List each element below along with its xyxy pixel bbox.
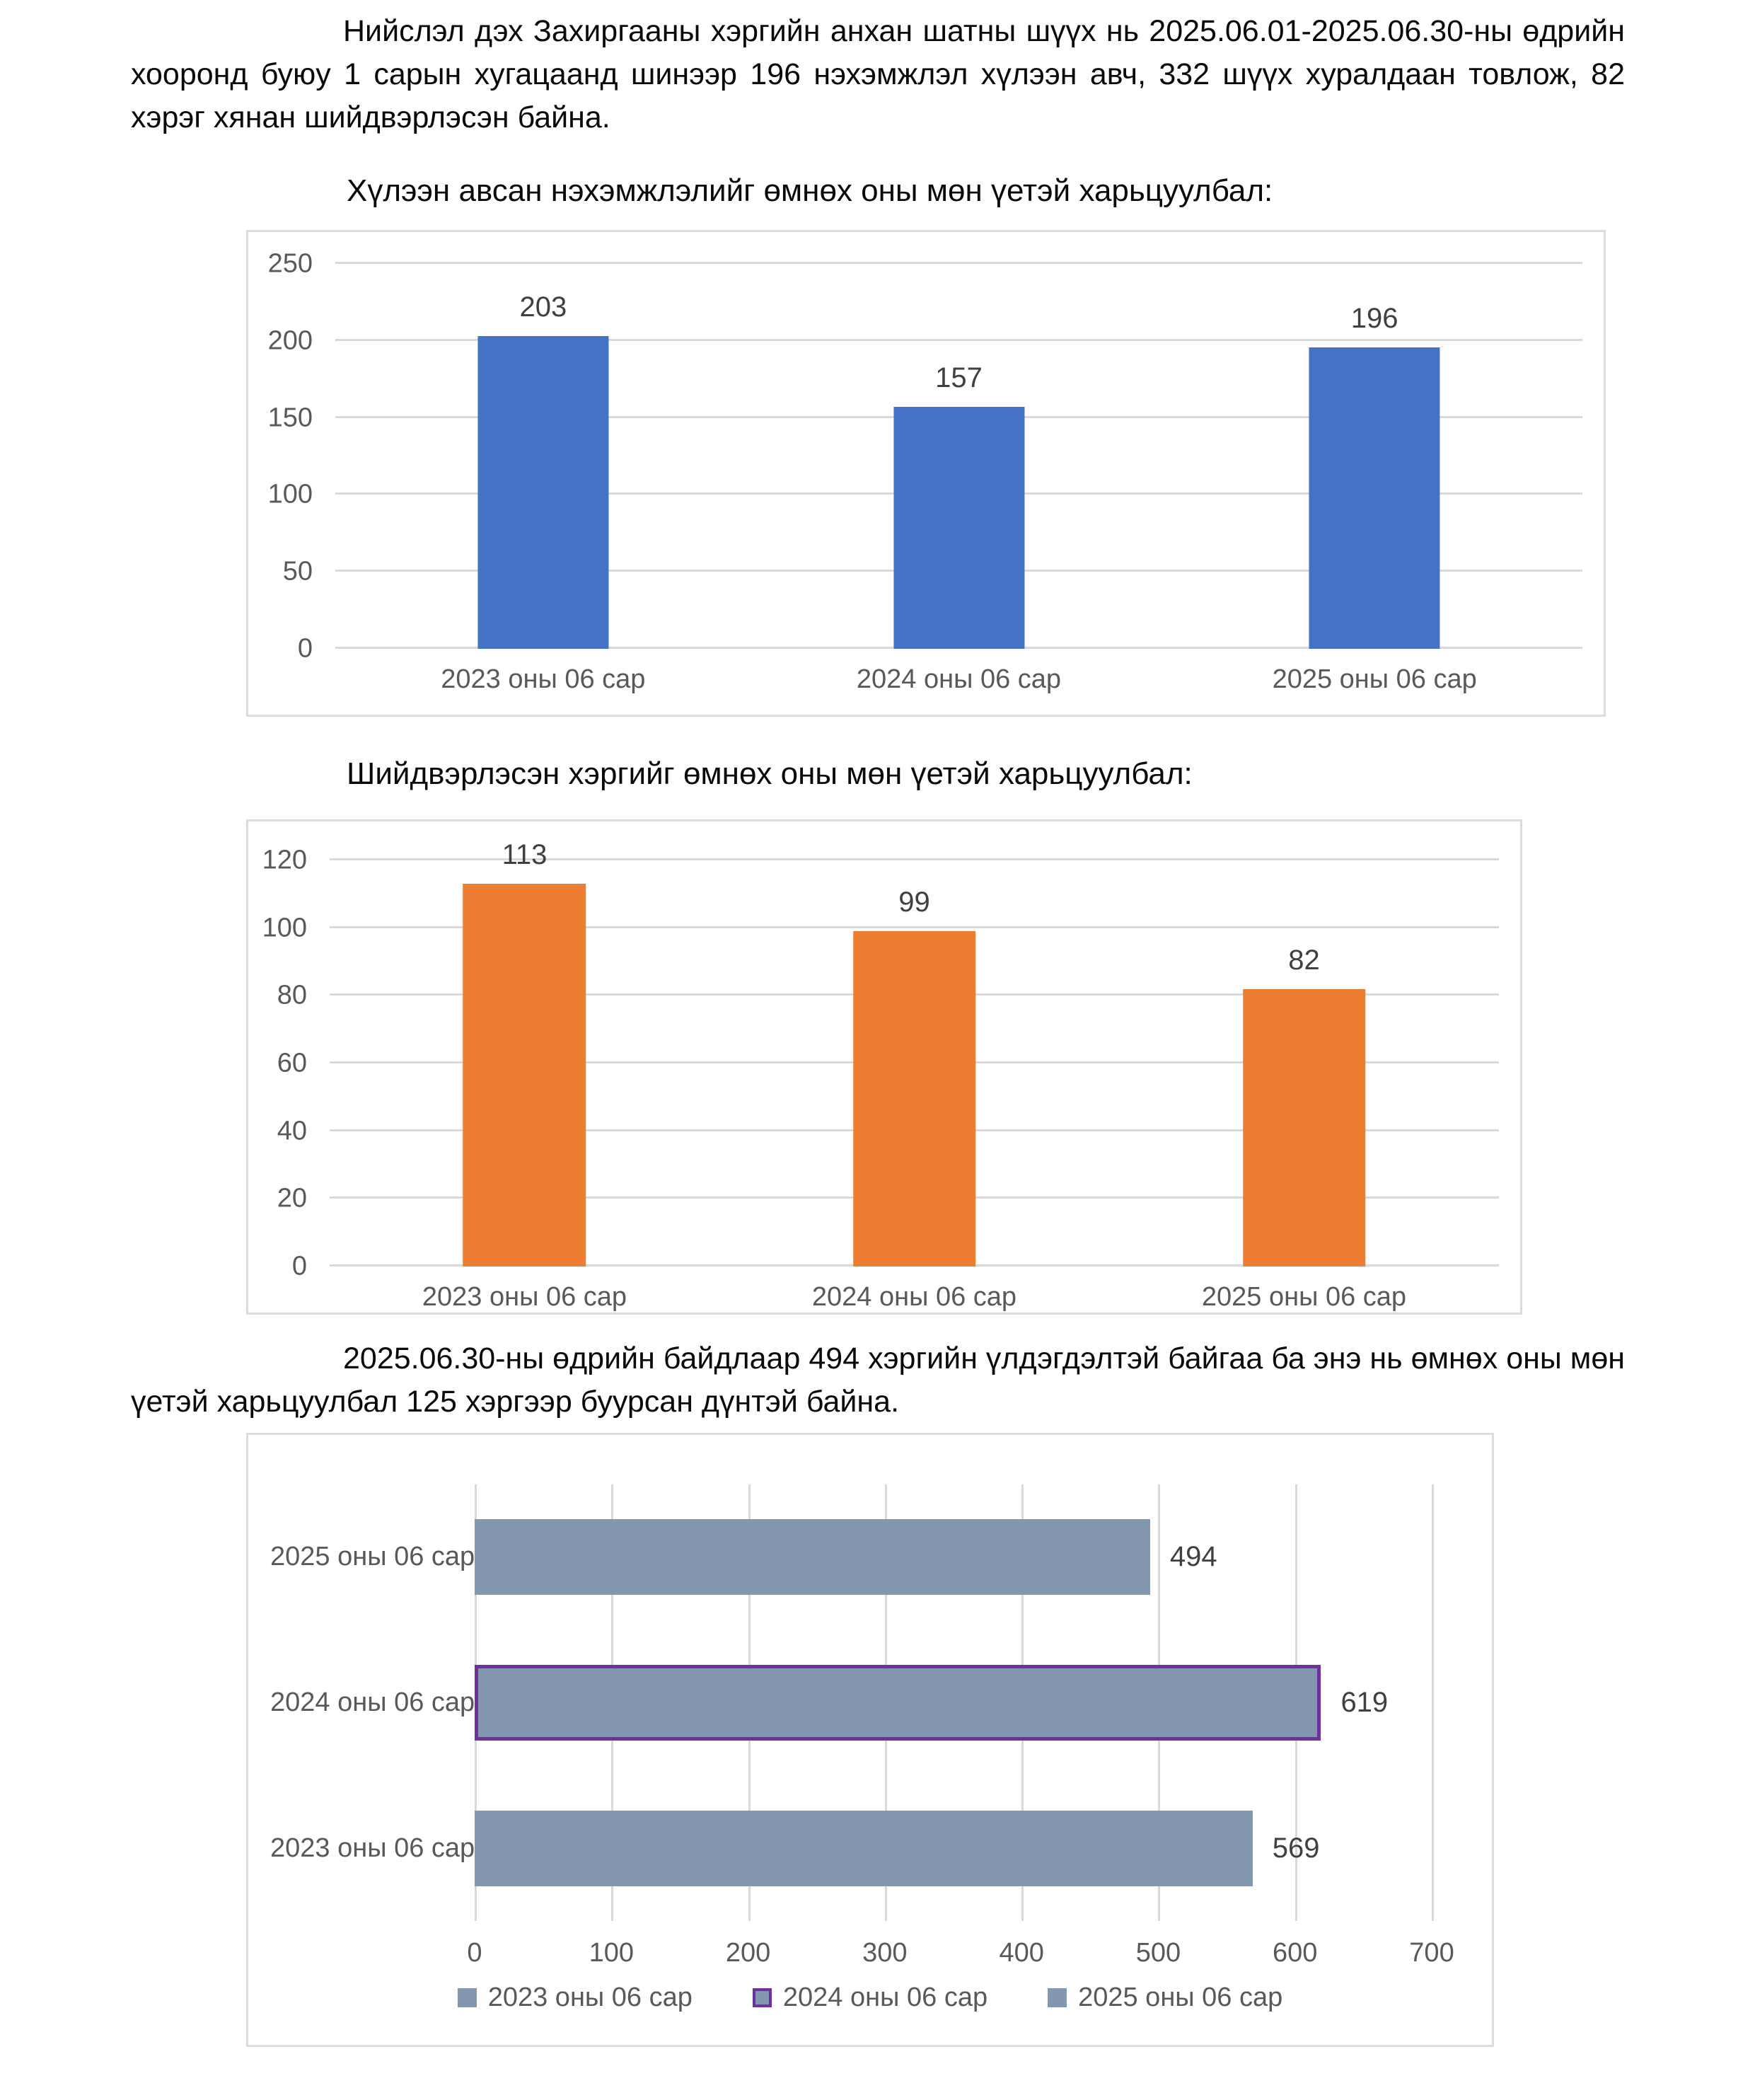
y-axis-tick-label: 100 [267, 479, 313, 509]
legend-swatch-icon [457, 1987, 477, 2007]
value-label: 203 [519, 292, 567, 323]
y-axis-tick-label: 20 [277, 1183, 307, 1213]
value-label: 569 [1272, 1832, 1320, 1864]
legend-swatch-icon [752, 1987, 772, 2007]
x-axis-tick-label: 400 [999, 1938, 1044, 1968]
value-label: 99 [898, 887, 930, 918]
category-label: 2023 оны 06 сар [270, 1833, 475, 1863]
y-axis-tick-label: 100 [262, 913, 307, 943]
x-axis-tick-label: 300 [862, 1938, 908, 1968]
bar [475, 1665, 1321, 1741]
y-axis-tick-label: 120 [262, 845, 307, 875]
chart-legend: 2023 оны 06 сар 2024 оны 06 сар 2025 оны 0… [248, 1978, 1492, 2017]
category-label: 2024 оны 06 сар [811, 1282, 1017, 1312]
y-axis-tick-label: 60 [277, 1048, 307, 1078]
gridline [330, 925, 1499, 928]
category-label: 2025 оны 06 сар [270, 1542, 475, 1572]
legend-item: 2024 оны 06 сар [752, 1982, 988, 2013]
x-axis-tick-label: 500 [1135, 1938, 1181, 1968]
y-axis-tick-label: 80 [277, 980, 307, 1010]
received-claims-heading: Хүлээн авсан нэхэмжлэлийг өмнөх оны мөн … [347, 173, 1273, 208]
bar [475, 1519, 1150, 1596]
y-axis-tick-label: 40 [277, 1116, 307, 1146]
resolved-cases-chart: 0 20 40 60 80 100 120 113 2023 оны 06 сар 99 2024 … [246, 819, 1522, 1315]
plot-area: 0 20 40 60 80 100 120 113 2023 оны 06 сар 99 2024 … [262, 839, 1499, 1312]
category-label: 2023 оны 06 сар [441, 664, 646, 694]
value-label: 157 [935, 362, 983, 394]
value-label: 82 [1288, 944, 1320, 976]
x-axis-tick-label: 100 [589, 1938, 634, 1968]
value-label: 619 [1340, 1686, 1389, 1718]
value-label: 494 [1169, 1541, 1217, 1573]
legend-label: 2025 оны 06 сар [1078, 1982, 1283, 2012]
y-axis-tick-label: 0 [291, 1251, 307, 1281]
x-axis-tick-label: 700 [1409, 1938, 1454, 1968]
x-axis-tick-label: 0 [467, 1938, 482, 1968]
legend-item: 2025 оны 06 сар [1048, 1983, 1282, 2013]
category-label: 2025 оны 06 сар [1272, 664, 1477, 694]
y-axis-tick-label: 50 [282, 556, 313, 587]
gridline [335, 338, 1582, 341]
legend-swatch-icon [1048, 1987, 1067, 2007]
value-label: 196 [1350, 302, 1398, 334]
bar [1242, 988, 1366, 1267]
y-axis-tick-label: 200 [267, 325, 313, 356]
bar-row: 619 2024 оны 06 сар [270, 1630, 1432, 1776]
x-axis-tick-label: 200 [725, 1938, 771, 1968]
gridline [1432, 1484, 1434, 1921]
bar [463, 884, 586, 1267]
case-balance-chart: 0 100 200 300 400 500 600 700 494 2025 оны 06 сар… [246, 1433, 1494, 2047]
bar [1309, 347, 1440, 649]
category-label: 2023 оны 06 сар [422, 1282, 627, 1312]
resolved-cases-heading: Шийдвэрлэсэн хэргийг өмнөх оны мөн үетэй… [347, 756, 1193, 791]
y-axis-tick-label: 0 [297, 633, 313, 664]
gridline [330, 858, 1499, 860]
bar-row: 569 2023 оны 06 сар [270, 1775, 1432, 1921]
category-label: 2024 оны 06 сар [270, 1687, 475, 1717]
value-label: 113 [502, 839, 548, 871]
legend-label: 2023 оны 06 сар [487, 1982, 693, 2012]
y-axis-tick-label: 150 [267, 403, 313, 433]
category-label: 2025 оны 06 сар [1201, 1282, 1407, 1312]
plot-area: 0 50 100 150 200 250 203 2023 оны 06 сар 157 2024… [268, 249, 1582, 694]
bar-row: 494 2025 оны 06 сар [270, 1484, 1432, 1630]
intro-paragraph: Нийслэл дэх Захиргааны хэргийн анхан шат… [131, 14, 1625, 134]
bar [893, 407, 1025, 649]
x-axis-tick-label: 600 [1273, 1938, 1318, 1968]
legend-item: 2023 оны 06 сар [457, 1982, 693, 2013]
category-label: 2024 оны 06 сар [856, 664, 1062, 694]
y-axis-tick-label: 250 [267, 248, 313, 279]
legend-label: 2024 оны 06 сар [782, 1982, 988, 2012]
balance-paragraph: 2025.06.30-ны өдрийн байдлаар 494 хэргий… [131, 1342, 1625, 1419]
plot-area: 0 100 200 300 400 500 600 700 494 2025 оны 06 сар… [270, 1484, 1454, 1968]
bar [477, 336, 609, 649]
received-claims-chart: 0 50 100 150 200 250 203 2023 оны 06 сар 157 2024… [246, 230, 1606, 717]
gridline [335, 262, 1582, 264]
bar [852, 931, 976, 1267]
bar [475, 1810, 1253, 1886]
